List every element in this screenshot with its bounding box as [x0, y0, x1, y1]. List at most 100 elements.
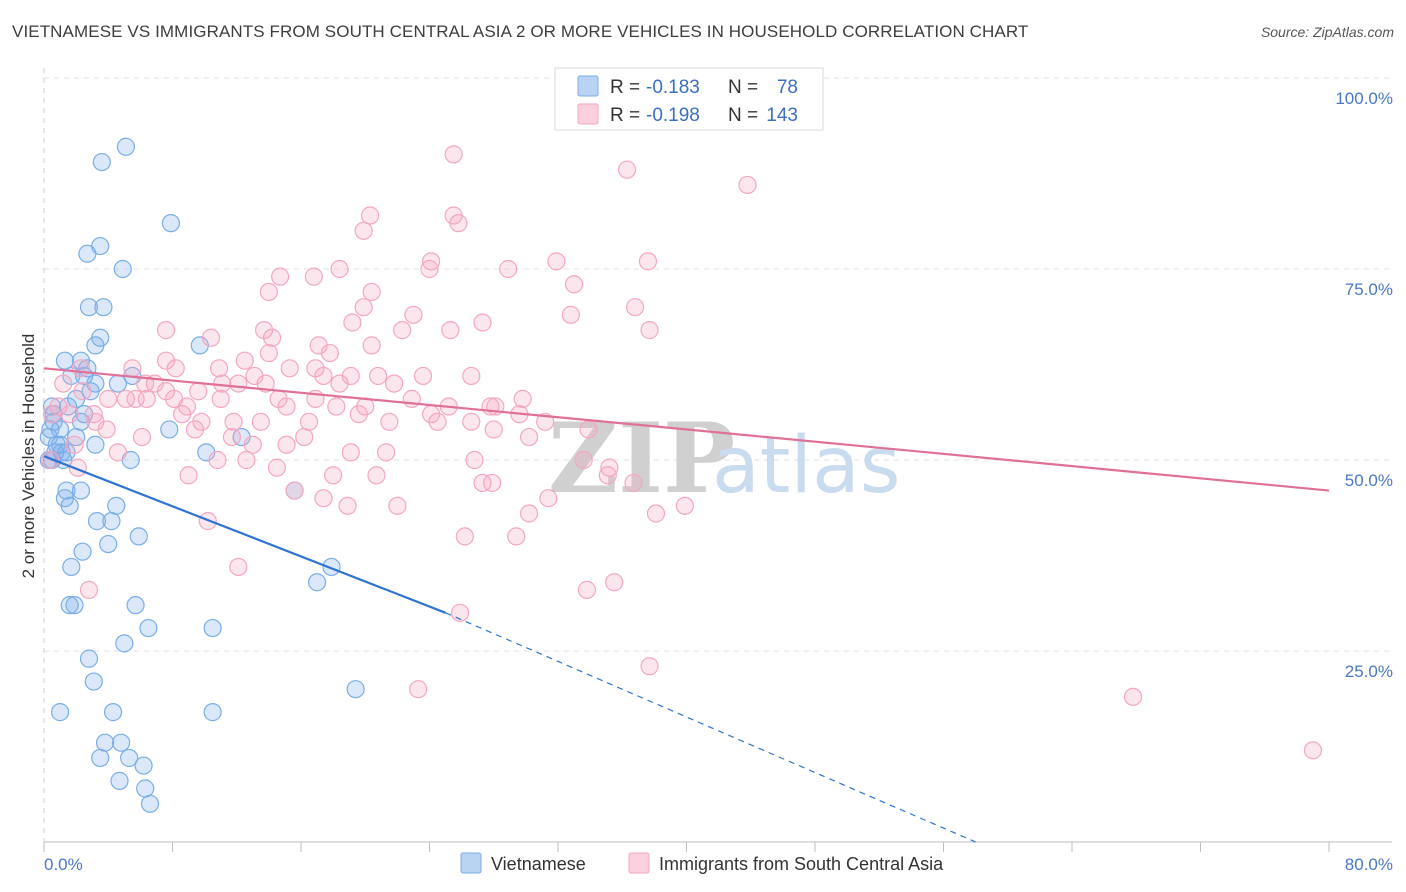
point-immigrants: [251, 412, 270, 431]
point-vietnamese: [129, 527, 148, 546]
point-vietnamese: [41, 420, 60, 439]
point-immigrants: [354, 298, 373, 317]
point-immigrants: [243, 435, 262, 454]
legend-r-label-1: R =: [610, 77, 640, 98]
point-immigrants: [277, 397, 296, 416]
point-immigrants: [360, 206, 380, 225]
point-immigrants: [564, 275, 584, 294]
point-vietnamese: [120, 748, 139, 768]
y-tick-label: 25.0%: [1345, 662, 1393, 681]
point-immigrants: [675, 496, 694, 515]
point-vietnamese: [136, 779, 155, 798]
point-vietnamese: [62, 557, 81, 577]
trend-line-vietnamese-extension: [445, 612, 976, 843]
point-immigrants: [295, 427, 314, 447]
point-immigrants: [422, 252, 441, 271]
point-immigrants: [738, 175, 757, 195]
point-immigrants: [314, 489, 333, 508]
point-immigrants: [213, 374, 232, 393]
point-immigrants: [201, 328, 221, 347]
point-immigrants: [428, 412, 447, 431]
point-immigrants: [536, 412, 555, 431]
axes: [43, 68, 1392, 852]
point-immigrants: [519, 427, 539, 447]
y-tick-label: 50.0%: [1345, 471, 1393, 490]
point-vietnamese: [79, 649, 99, 668]
data-points: [39, 137, 1323, 813]
trend-lines: [43, 367, 1330, 843]
point-immigrants: [539, 489, 558, 508]
point-immigrants: [638, 252, 658, 271]
point-immigrants: [422, 405, 441, 424]
y-tick-label: 100.0%: [1335, 89, 1393, 108]
point-immigrants: [577, 580, 597, 599]
point-vietnamese: [60, 496, 79, 515]
point-immigrants: [1123, 687, 1143, 706]
point-immigrants: [42, 405, 62, 424]
point-immigrants: [156, 321, 176, 340]
point-immigrants: [362, 336, 381, 355]
point-immigrants: [277, 435, 296, 454]
point-immigrants: [579, 420, 598, 439]
point-vietnamese: [60, 596, 79, 615]
point-immigrants: [574, 450, 593, 470]
legend-n-label-2: N =: [728, 105, 758, 126]
point-immigrants: [513, 389, 532, 408]
watermark-atlas-text: atlas: [712, 421, 901, 511]
point-immigrants: [79, 580, 99, 599]
point-immigrants: [449, 214, 468, 233]
point-vietnamese: [99, 534, 118, 554]
point-immigrants: [306, 359, 325, 378]
point-immigrants: [444, 145, 463, 164]
point-immigrants: [561, 305, 580, 324]
point-immigrants: [192, 412, 211, 431]
point-immigrants: [462, 412, 481, 431]
legend-box: R = -0.183 N = 78 R = -0.198 N = 143: [554, 67, 824, 131]
legend-r-label-2: R =: [610, 105, 640, 126]
point-immigrants: [108, 443, 127, 462]
point-immigrants: [483, 473, 502, 493]
point-vietnamese: [65, 596, 84, 615]
point-immigrants: [137, 389, 156, 408]
point-immigrants: [330, 374, 349, 393]
point-vietnamese: [307, 573, 327, 592]
point-immigrants: [262, 328, 282, 347]
point-vietnamese: [58, 397, 78, 416]
point-immigrants: [304, 267, 323, 286]
point-immigrants: [455, 527, 474, 546]
point-immigrants: [600, 458, 619, 477]
legend-n-value-2: 143: [766, 105, 798, 126]
point-immigrants: [271, 267, 290, 286]
point-vietnamese: [50, 703, 70, 722]
point-immigrants: [625, 298, 645, 317]
point-immigrants: [166, 359, 185, 378]
point-immigrants: [41, 450, 60, 470]
point-immigrants: [189, 382, 208, 401]
point-immigrants: [441, 321, 460, 340]
point-immigrants: [338, 496, 357, 515]
point-immigrants: [341, 443, 360, 462]
point-vietnamese: [86, 336, 105, 355]
point-immigrants: [367, 466, 386, 485]
legend-n-label-1: N =: [728, 77, 758, 98]
chart-title: VIETNAMESE VS IMMIGRANTS FROM SOUTH CENT…: [12, 22, 1029, 41]
point-immigrants: [499, 259, 518, 279]
point-vietnamese: [71, 351, 91, 370]
point-vietnamese: [92, 152, 111, 172]
point-immigrants: [369, 366, 388, 386]
legend-swatch-vietnamese: [577, 75, 599, 97]
legend-swatch-immigrants: [577, 103, 599, 125]
point-vietnamese: [84, 672, 103, 691]
source-credit: Source: ZipAtlas.com: [1260, 24, 1394, 40]
point-immigrants: [413, 366, 433, 386]
y-axis-title: 2 or more Vehicles in Household: [19, 334, 38, 579]
point-vietnamese: [203, 618, 222, 638]
x-tick-min: 0.0%: [44, 855, 83, 874]
point-immigrants: [245, 366, 264, 386]
point-vietnamese: [57, 481, 76, 500]
point-immigrants: [237, 450, 256, 470]
point-immigrants: [640, 321, 659, 340]
point-vietnamese: [94, 298, 113, 317]
point-vietnamese: [55, 351, 74, 370]
